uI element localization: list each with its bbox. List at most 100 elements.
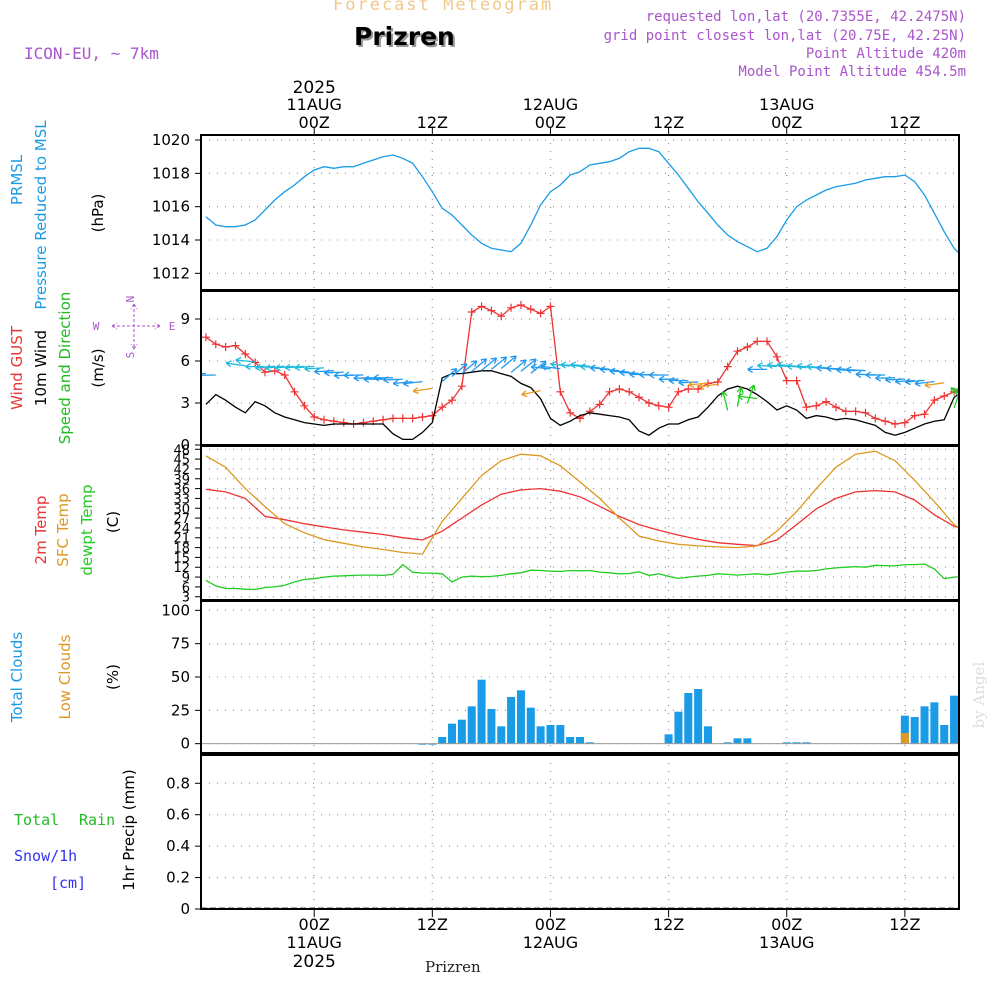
gust-marker <box>467 308 476 316</box>
requested-coords: requested lon,lat (20.7355E, 42.2475N) <box>645 9 966 25</box>
x-tick-label-bottom: 00Z <box>299 915 330 934</box>
gust-marker <box>320 415 329 424</box>
model-point-altitude: Model Point Altitude 454.5m <box>738 64 966 80</box>
unit-clouds: (%) <box>104 664 122 690</box>
temperature-tick-label: 12 <box>173 561 190 576</box>
gust-marker <box>300 401 309 410</box>
x-tick-label-top: 12Z <box>417 113 448 132</box>
ylabel-total: Total <box>14 811 59 829</box>
gust-marker <box>595 400 604 409</box>
gust-marker <box>782 376 791 385</box>
panel-wind: 0 3 6 9 <box>180 290 1000 454</box>
pressure-background <box>201 135 959 290</box>
gust-marker <box>674 387 683 396</box>
axis-labels: 00Z 00Z 12Z 12Z 00Z 00Z 12Z 12Z 00Z 00Z 12Z 12Z 11AU… <box>8 78 988 972</box>
wind-direction-arrow <box>994 372 1000 378</box>
gust-marker <box>635 393 644 402</box>
precip-frame <box>200 754 960 910</box>
clouds-tick-label: 25 <box>171 701 190 719</box>
wind-direction-arrow <box>570 361 590 369</box>
x-tick-label-top: 00Z <box>771 113 802 132</box>
gust-marker <box>428 411 437 420</box>
temperature-tick-label: 42 <box>173 463 190 478</box>
wind-direction-arrow <box>648 371 669 379</box>
date-label-bottom: 11AUG <box>286 933 341 952</box>
series-dewpt-temp <box>205 563 959 591</box>
wind-tick-label: 0 <box>180 436 190 454</box>
wind-direction-arrow <box>678 378 699 387</box>
wind-direction-arrow <box>294 363 315 372</box>
ylabel-wind-gust: Wind GUST <box>8 325 26 410</box>
bar-total-clouds <box>910 717 919 744</box>
clouds-background <box>201 601 959 753</box>
date-label-top: 11AUG <box>286 95 341 114</box>
wind-direction-arrow <box>924 381 945 389</box>
wind-direction-arrow <box>402 379 423 387</box>
wind-direction-arrow <box>747 365 768 374</box>
temperature-background <box>201 446 959 600</box>
temperature-tick-label: 36 <box>173 483 190 498</box>
bar-total-clouds <box>792 742 801 744</box>
wind-tick-label: 3 <box>180 394 190 412</box>
gust-marker <box>546 302 555 311</box>
gust-marker <box>605 387 614 396</box>
precip-tick-label: 0.2 <box>166 869 190 887</box>
bar-total-clouds <box>546 725 555 744</box>
location-title: Prizren <box>354 22 455 51</box>
gust-marker <box>802 403 811 412</box>
wind-direction-arrow <box>609 367 630 375</box>
chart-panels: 1012101410161018102003693691215182124273… <box>152 127 1000 918</box>
bar-total-clouds <box>536 726 545 744</box>
x-tick-label-bottom: 00Z <box>535 915 566 934</box>
gust-marker <box>851 407 860 416</box>
wind-direction-arrow <box>235 356 256 365</box>
temperature-tick-label: 15 <box>173 551 190 566</box>
wind-direction-arrow <box>510 359 527 373</box>
gust-marker <box>970 378 978 386</box>
bar-total-clouds <box>664 734 673 744</box>
x-tick-label-top: 00Z <box>535 113 566 132</box>
x-tick-label-top: 00Z <box>299 113 330 132</box>
panel-clouds: 0 25 50 75 100 <box>161 600 960 754</box>
bar-total-clouds <box>694 689 703 744</box>
ylabel-snow-unit: [cm] <box>50 874 86 892</box>
bar-total-clouds <box>920 706 929 744</box>
gust-marker <box>900 418 909 427</box>
bar-total-clouds <box>703 726 712 744</box>
wind-direction-arrow <box>658 375 679 383</box>
gust-marker <box>654 401 663 410</box>
wind-direction-arrow <box>461 360 478 374</box>
clouds-frame <box>200 600 960 754</box>
gust-marker <box>615 385 624 393</box>
gust-marker <box>733 347 742 356</box>
wind-direction-arrow <box>984 374 1000 380</box>
gust-marker <box>960 382 968 390</box>
gust-marker <box>910 411 919 420</box>
wind-direction-arrow <box>363 375 384 383</box>
wind-direction-arrow <box>825 364 846 373</box>
wind-direction-arrow <box>540 363 561 371</box>
date-label-bottom: 13AUG <box>759 933 814 952</box>
clouds-data <box>201 679 959 745</box>
bar-total-clouds <box>566 737 575 744</box>
year-label-bottom: 2025 <box>293 952 336 972</box>
gust-marker <box>408 414 417 423</box>
gust-marker <box>694 385 703 393</box>
temperature-tick-label: 3 <box>182 591 190 606</box>
gust-marker <box>457 382 466 391</box>
ylabel-rain: Rain <box>79 811 115 829</box>
bar-low-clouds <box>900 733 909 744</box>
clouds-tick-label: 50 <box>171 668 190 686</box>
gust-marker <box>891 420 900 428</box>
bar-total-clouds <box>674 711 683 744</box>
gust-marker <box>379 415 388 424</box>
bar-total-clouds <box>507 697 516 744</box>
compass-s: S <box>124 352 137 359</box>
x-tick-label-top: 12Z <box>889 113 920 132</box>
temperature-tick-label: 24 <box>173 522 190 537</box>
gust-marker <box>339 418 348 427</box>
compass-e: E <box>169 320 176 333</box>
bar-total-clouds <box>802 742 811 744</box>
gust-marker <box>940 392 949 400</box>
gust-marker <box>753 337 762 346</box>
